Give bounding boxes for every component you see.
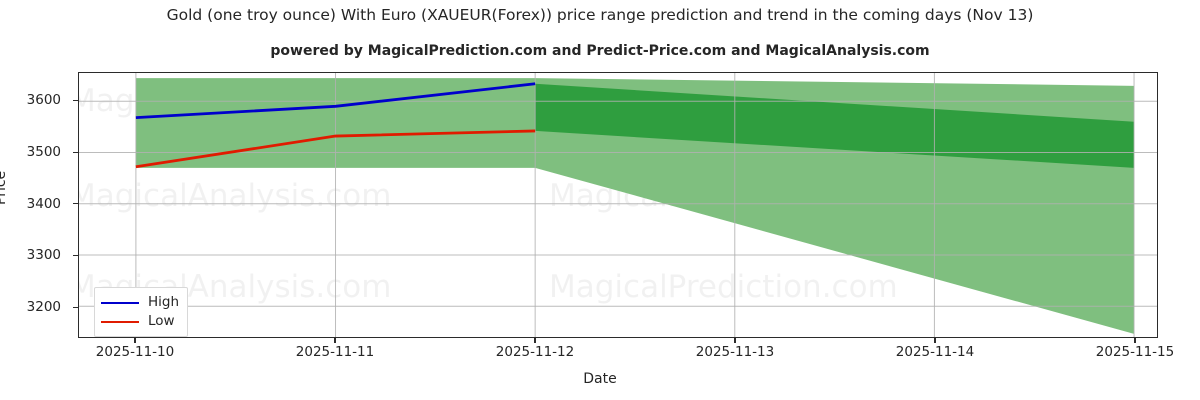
x-tick-label: 2025-11-15 [1095, 344, 1175, 360]
series-line-high [135, 82, 536, 119]
chart-title: Gold (one troy ounce) With Euro (XAUEUR(… [166, 6, 1034, 24]
x-tick-label: 2025-11-13 [695, 344, 775, 360]
x-tick-mark [534, 338, 536, 343]
legend-label-high: High [148, 293, 180, 310]
y-tick-label: 3300 [26, 247, 61, 264]
x-tick-mark [1134, 338, 1136, 343]
y-tick-label: 3200 [26, 299, 61, 315]
plot-area: MagicalAnalysis.comMagicalPrediction.com… [78, 72, 1158, 338]
x-tick-mark [934, 338, 936, 343]
legend-swatch-high [101, 301, 139, 304]
x-tick-label: 2025-11-14 [895, 344, 975, 360]
chart-legend: High Low [94, 287, 189, 337]
y-tick-mark [73, 151, 78, 153]
x-tick-label: 2025-11-10 [95, 344, 175, 360]
chart-subtitle: powered by MagicalPrediction.com and Pre… [270, 43, 930, 59]
y-tick-mark [73, 254, 78, 257]
legend-label-low: Low [148, 312, 175, 329]
x-tick-label: 2025-11-12 [495, 344, 575, 360]
y-tick-label: 3600 [26, 92, 61, 109]
x-tick-mark [134, 338, 136, 343]
y-tick-mark [73, 99, 78, 102]
legend-item-high: High [101, 293, 179, 312]
x-tick-mark [734, 338, 736, 343]
legend-swatch-low [101, 320, 139, 323]
y-tick-label: 3500 [26, 144, 61, 161]
x-axis-label: Date [583, 371, 617, 387]
x-tick-label: 2025-11-11 [295, 344, 375, 360]
y-tick-label: 3400 [26, 195, 61, 212]
x-tick-mark [334, 338, 336, 343]
legend-item-low: Low [101, 312, 179, 331]
y-tick-mark [73, 306, 78, 308]
range-band-inner-range-forecast [535, 83, 1135, 168]
y-tick-mark [73, 203, 78, 205]
series-line-low [135, 129, 536, 169]
plot-canvas [79, 73, 1157, 337]
